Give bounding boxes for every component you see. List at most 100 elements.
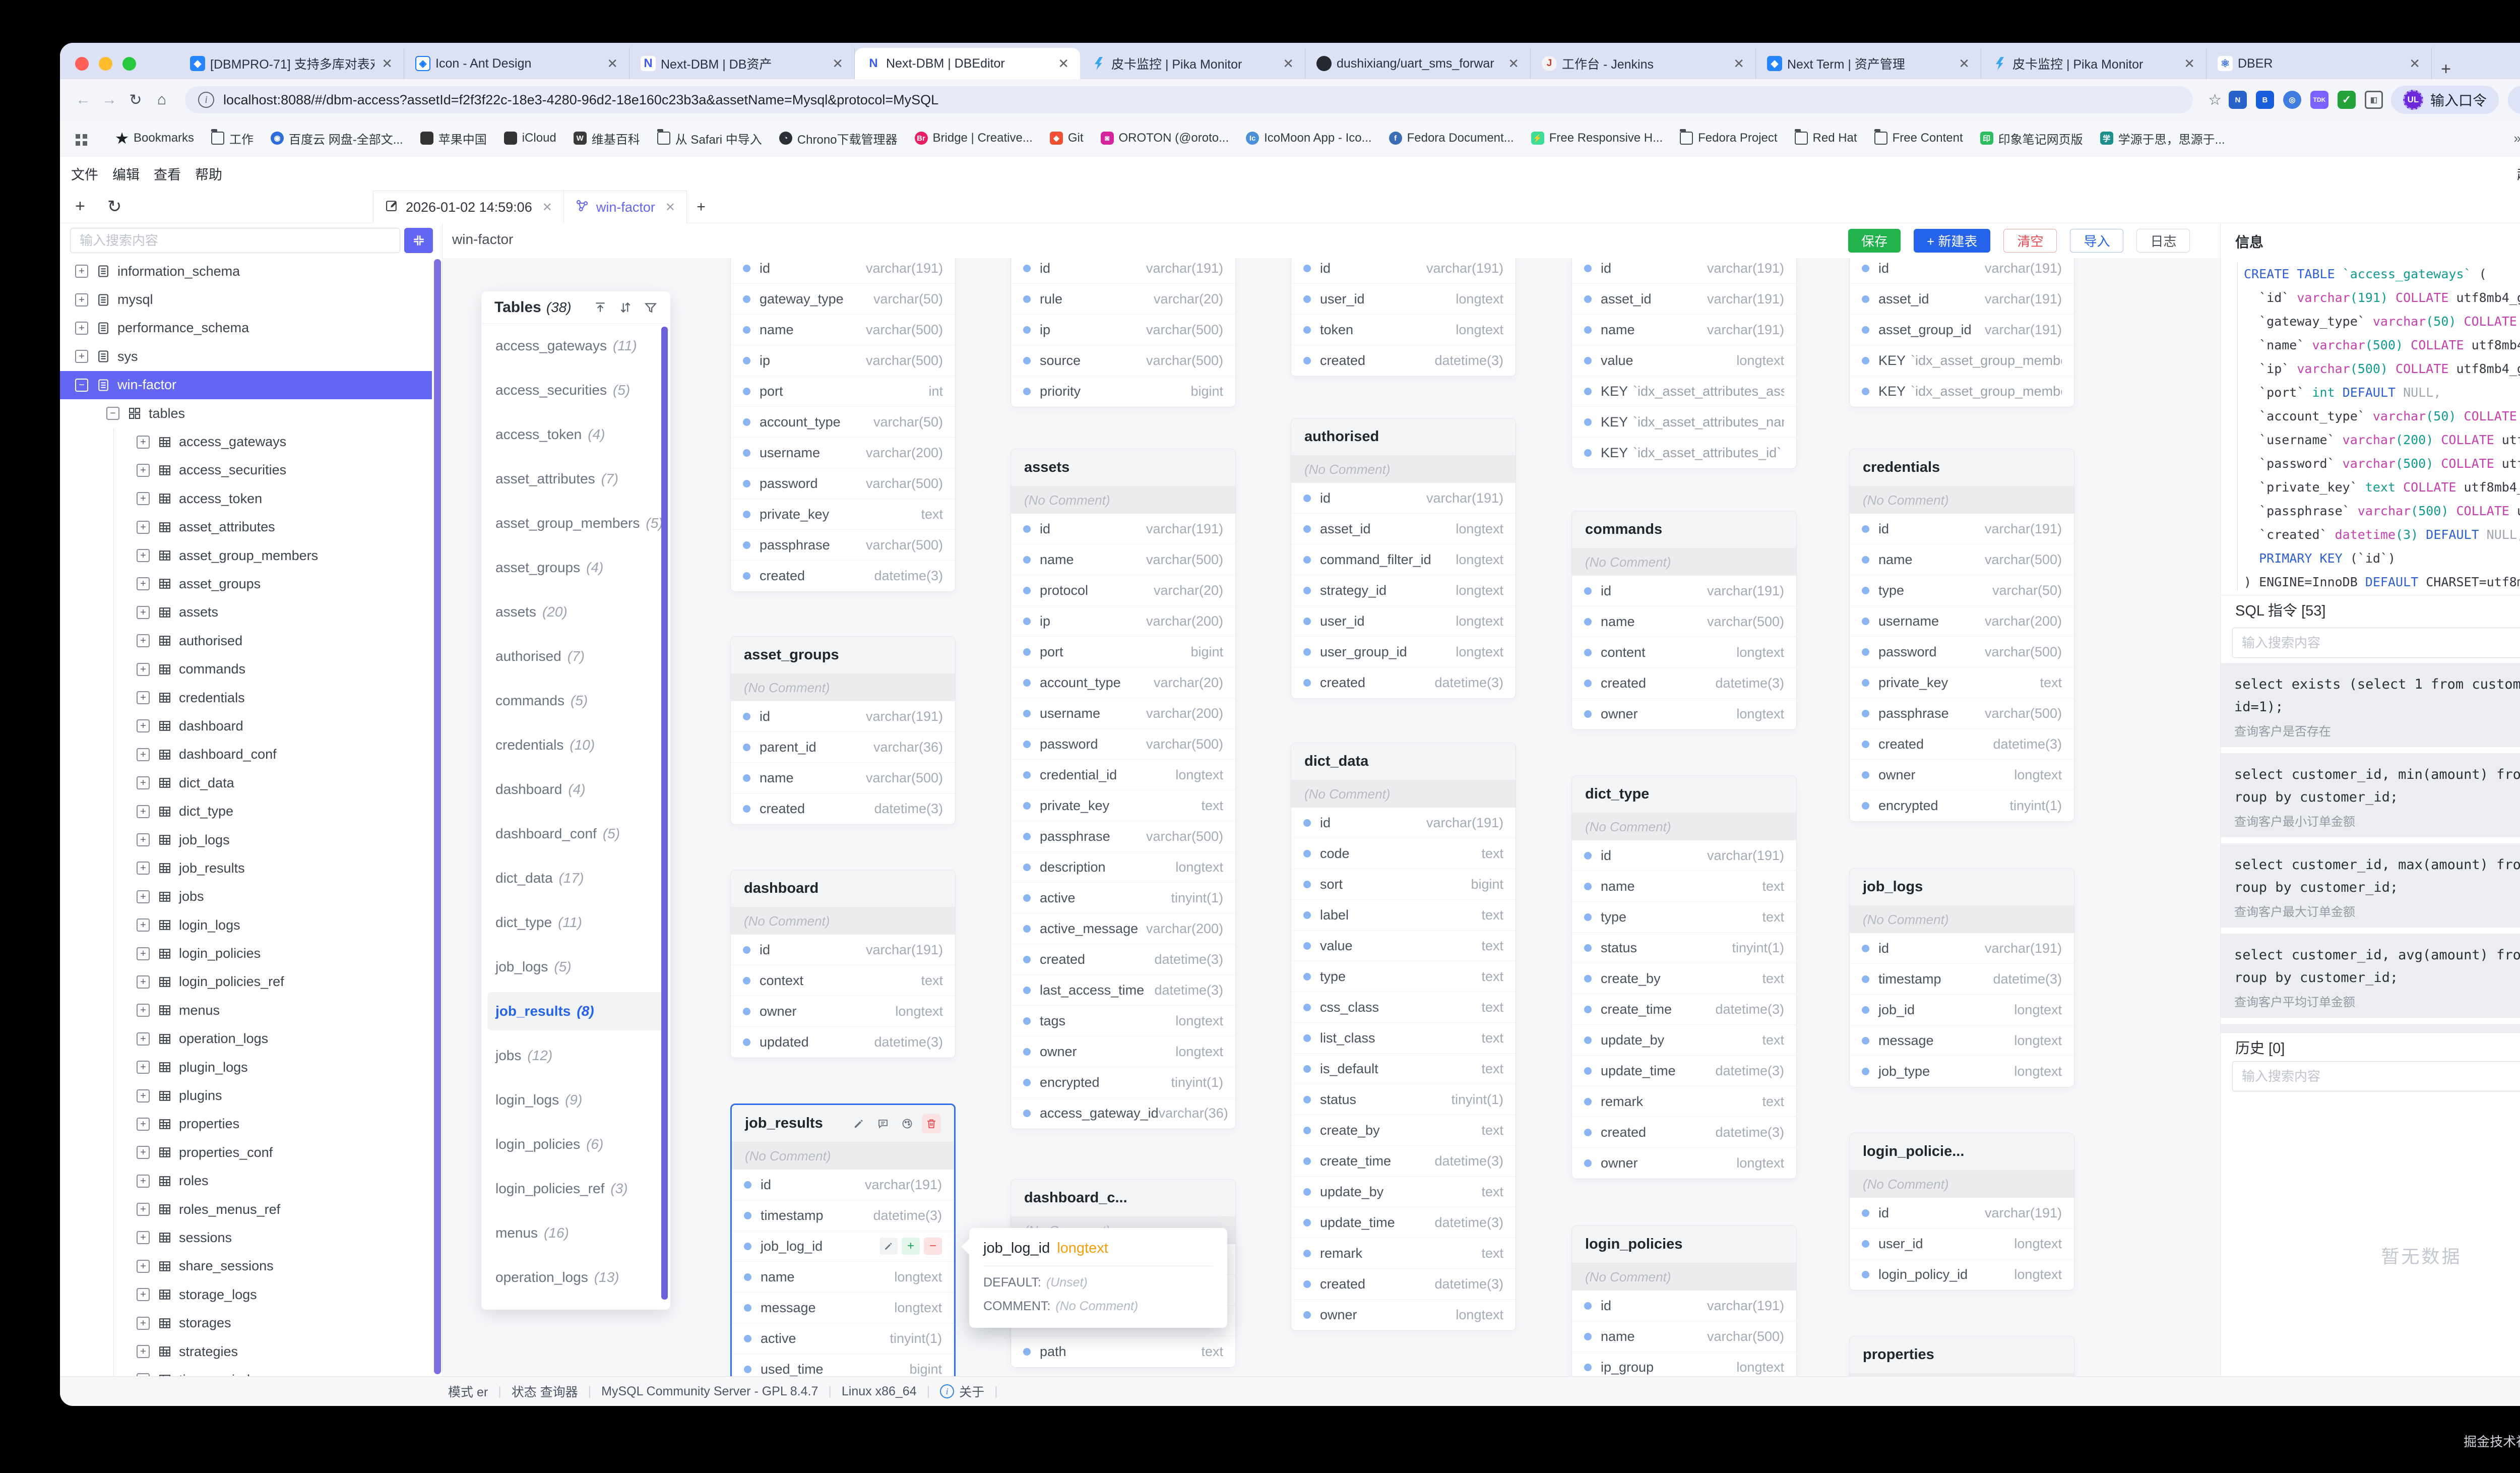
table-card-commands[interactable]: commands (No Comment) id varchar(191) name va… xyxy=(1571,511,1797,730)
expander-icon[interactable]: + xyxy=(137,1117,150,1131)
tables-panel-item-dict_type[interactable]: dict_type (11) xyxy=(481,900,670,945)
expander-icon[interactable]: + xyxy=(137,1373,150,1376)
tables-panel-item-assets[interactable]: assets (20) xyxy=(481,590,670,634)
sql-command-item-1[interactable]: select customer_id, min(amount) from ord… xyxy=(2220,753,2520,837)
column-row-path[interactable]: path text xyxy=(1011,1336,1235,1367)
column-row-owner[interactable]: owner longtext xyxy=(1291,1300,1516,1330)
column-row-used_time[interactable]: used_time bigint xyxy=(732,1354,954,1376)
column-row-timestamp[interactable]: timestamp datetime(3) xyxy=(1850,964,2074,995)
column-row-created[interactable]: created datetime(3) xyxy=(1850,729,2074,760)
column-row-user_id[interactable]: user_id longtext xyxy=(1850,1229,2074,1259)
sidebar-item-access_token[interactable]: + access_token xyxy=(60,484,432,513)
expander-icon[interactable]: − xyxy=(106,407,119,420)
bookmark-item-18[interactable]: 学学源于思，思源于... xyxy=(2100,130,2225,147)
apps-grid-icon[interactable] xyxy=(73,132,91,145)
column-row-name[interactable]: name varchar(500) xyxy=(1572,1321,1796,1352)
sidebar-item-properties_conf[interactable]: + properties_conf xyxy=(60,1138,432,1167)
column-row-create_time[interactable]: create_time datetime(3) xyxy=(1291,1146,1516,1177)
expander-icon[interactable]: + xyxy=(137,463,150,477)
column-row-ip[interactable]: ip varchar(500) xyxy=(1011,315,1235,345)
column-row-status[interactable]: status tinyint(1) xyxy=(1572,933,1796,963)
sidebar-item-login_logs[interactable]: + login_logs xyxy=(60,911,432,939)
sidebar-item-tables[interactable]: − tables xyxy=(60,399,432,427)
bookmark-item-13[interactable]: ⚡ Free Responsive H... xyxy=(1531,130,1663,147)
expander-icon[interactable]: − xyxy=(75,378,88,392)
column-row-private_key[interactable]: private_key text xyxy=(731,499,955,530)
column-row-priority[interactable]: priority bigint xyxy=(1011,376,1235,407)
expander-icon[interactable]: + xyxy=(137,833,150,846)
column-row-user_id[interactable]: user_id longtext xyxy=(1291,606,1516,637)
sql-command-item-2[interactable]: select customer_id, max(amount) from ord… xyxy=(2220,843,2520,928)
column-row-timestamp[interactable]: timestamp datetime(3) xyxy=(732,1200,954,1231)
tables-panel-item-login_policies_ref[interactable]: login_policies_ref (3) xyxy=(481,1167,670,1211)
column-row-owner[interactable]: owner longtext xyxy=(1850,760,2074,790)
close-window-button[interactable] xyxy=(75,57,89,71)
column-row-KEY[interactable]: KEY `idx_asset_group_members_ass xyxy=(1850,345,2074,376)
minimize-window-button[interactable] xyxy=(99,57,112,71)
table-card-dict_type[interactable]: dict_type (No Comment) id varchar(191) name t… xyxy=(1571,775,1797,1179)
sidebar-item-access_securities[interactable]: + access_securities xyxy=(60,456,432,484)
sql-command-item-3[interactable]: select customer_id, avg(amount) from ord… xyxy=(2220,934,2520,1018)
sidebar-item-share_sessions[interactable]: + share_sessions xyxy=(60,1252,432,1280)
sidebar-item-performance_schema[interactable]: + performance_schema xyxy=(60,314,432,342)
column-row-account_type[interactable]: account_type varchar(50) xyxy=(731,407,955,438)
tables-panel-item-commands[interactable]: commands (5) xyxy=(481,679,670,723)
sql-command-item-4[interactable]: select customer_id, count(*) from orders… xyxy=(2220,1024,2520,1032)
document-tab-0[interactable]: 2026-01-02 14:59:06 ✕ xyxy=(373,191,564,223)
tag-extension-icon[interactable]: ◎ xyxy=(2283,91,2301,109)
filter-icon[interactable] xyxy=(644,301,657,314)
column-row-KEY[interactable]: KEY `idx_asset_attributes_id` xyxy=(1572,438,1796,468)
check-extension-icon[interactable]: ✓ xyxy=(2337,91,2356,109)
tables-panel-item-dashboard[interactable]: dashboard (4) xyxy=(481,767,670,812)
expander-icon[interactable]: + xyxy=(137,1316,150,1330)
column-row-id[interactable]: id varchar(191) xyxy=(731,935,955,965)
column-row-css_class[interactable]: css_class text xyxy=(1291,992,1516,1023)
column-row-command_filter_id[interactable]: command_filter_id longtext xyxy=(1291,544,1516,575)
expander-icon[interactable]: + xyxy=(137,492,150,506)
expander-icon[interactable]: + xyxy=(137,1174,150,1188)
bookmark-star-icon[interactable]: ☆ xyxy=(2208,91,2222,108)
tables-panel-item-job_logs[interactable]: job_logs (5) xyxy=(481,945,670,989)
document-tab-1[interactable]: win-factor ✕ xyxy=(563,191,687,223)
table-card-asset_groups[interactable]: asset_groups (No Comment) id varchar(191) pa… xyxy=(730,636,956,825)
tables-panel-item-operation_logs[interactable]: operation_logs (13) xyxy=(481,1255,670,1300)
column-row-id[interactable]: id varchar(191) xyxy=(1291,483,1516,514)
sidebar-item-credentials[interactable]: + credentials xyxy=(60,684,432,712)
column-row-last_access_time[interactable]: last_access_time datetime(3) xyxy=(1011,975,1235,1006)
table-card-access_gateways-partial[interactable]: id varchar(191) gateway_type varchar(50) nam… xyxy=(730,258,956,592)
browser-tab-6[interactable]: J 工作台 - Jenkins ✕ xyxy=(1531,48,1756,79)
sidebar-item-dashboard[interactable]: + dashboard xyxy=(60,712,432,740)
sidebar-search-input[interactable] xyxy=(70,228,400,253)
column-row-name[interactable]: name varchar(500) xyxy=(731,763,955,793)
expander-icon[interactable]: + xyxy=(137,1288,150,1302)
column-row-user_group_id[interactable]: user_group_id longtext xyxy=(1291,637,1516,667)
tables-panel-item-asset_attributes[interactable]: asset_attributes (7) xyxy=(481,457,670,501)
sidebar-scrollbar[interactable] xyxy=(434,259,441,1374)
column-row-id[interactable]: id varchar(191) xyxy=(1850,1198,2074,1229)
column-row-owner[interactable]: owner longtext xyxy=(1011,1036,1235,1067)
column-row-message[interactable]: message longtext xyxy=(1850,1025,2074,1056)
expander-icon[interactable]: + xyxy=(137,1203,150,1216)
sidebar-item-roles_menus_ref[interactable]: + roles_menus_ref xyxy=(60,1195,432,1223)
home-icon[interactable]: ⌂ xyxy=(157,91,167,108)
bookmark-item-7[interactable]: ◔ Chrono下载管理器 xyxy=(779,130,898,147)
sidebar-item-jobs[interactable]: + jobs xyxy=(60,883,432,911)
expander-icon[interactable]: + xyxy=(137,776,150,790)
sidebar-item-job_logs[interactable]: + job_logs xyxy=(60,826,432,854)
table-card-asset_group_members-partial[interactable]: id varchar(191) asset_id varchar(191) asset_… xyxy=(1849,258,2074,407)
expander-icon[interactable]: + xyxy=(137,719,150,733)
column-row-id[interactable]: id varchar(191) xyxy=(1572,1291,1796,1321)
sidebar-item-asset_group_members[interactable]: + asset_group_members xyxy=(60,541,432,570)
url-bar[interactable]: i localhost:8088/#/dbm-access?assetId=f2… xyxy=(185,86,2193,113)
expander-icon[interactable]: + xyxy=(137,549,150,563)
bookmark-item-2[interactable]: ◉ 百度云 网盘-全部文... xyxy=(271,130,403,147)
sidebar-item-storages[interactable]: + storages xyxy=(60,1309,432,1337)
expander-icon[interactable]: + xyxy=(137,1259,150,1273)
table-card-asset_attributes-partial[interactable]: id varchar(191) asset_id varchar(191) name va… xyxy=(1571,258,1797,469)
menu-file[interactable]: 文件 xyxy=(71,167,98,182)
sidebar-item-plugin_logs[interactable]: + plugin_logs xyxy=(60,1053,432,1081)
browser-tab-7[interactable]: ◆ Next Term | 资产管理 ✕ xyxy=(1756,48,1981,79)
column-row-create_by[interactable]: create_by text xyxy=(1291,1115,1516,1146)
edit-table-icon[interactable] xyxy=(849,1114,868,1133)
expander-icon[interactable]: + xyxy=(137,520,150,534)
